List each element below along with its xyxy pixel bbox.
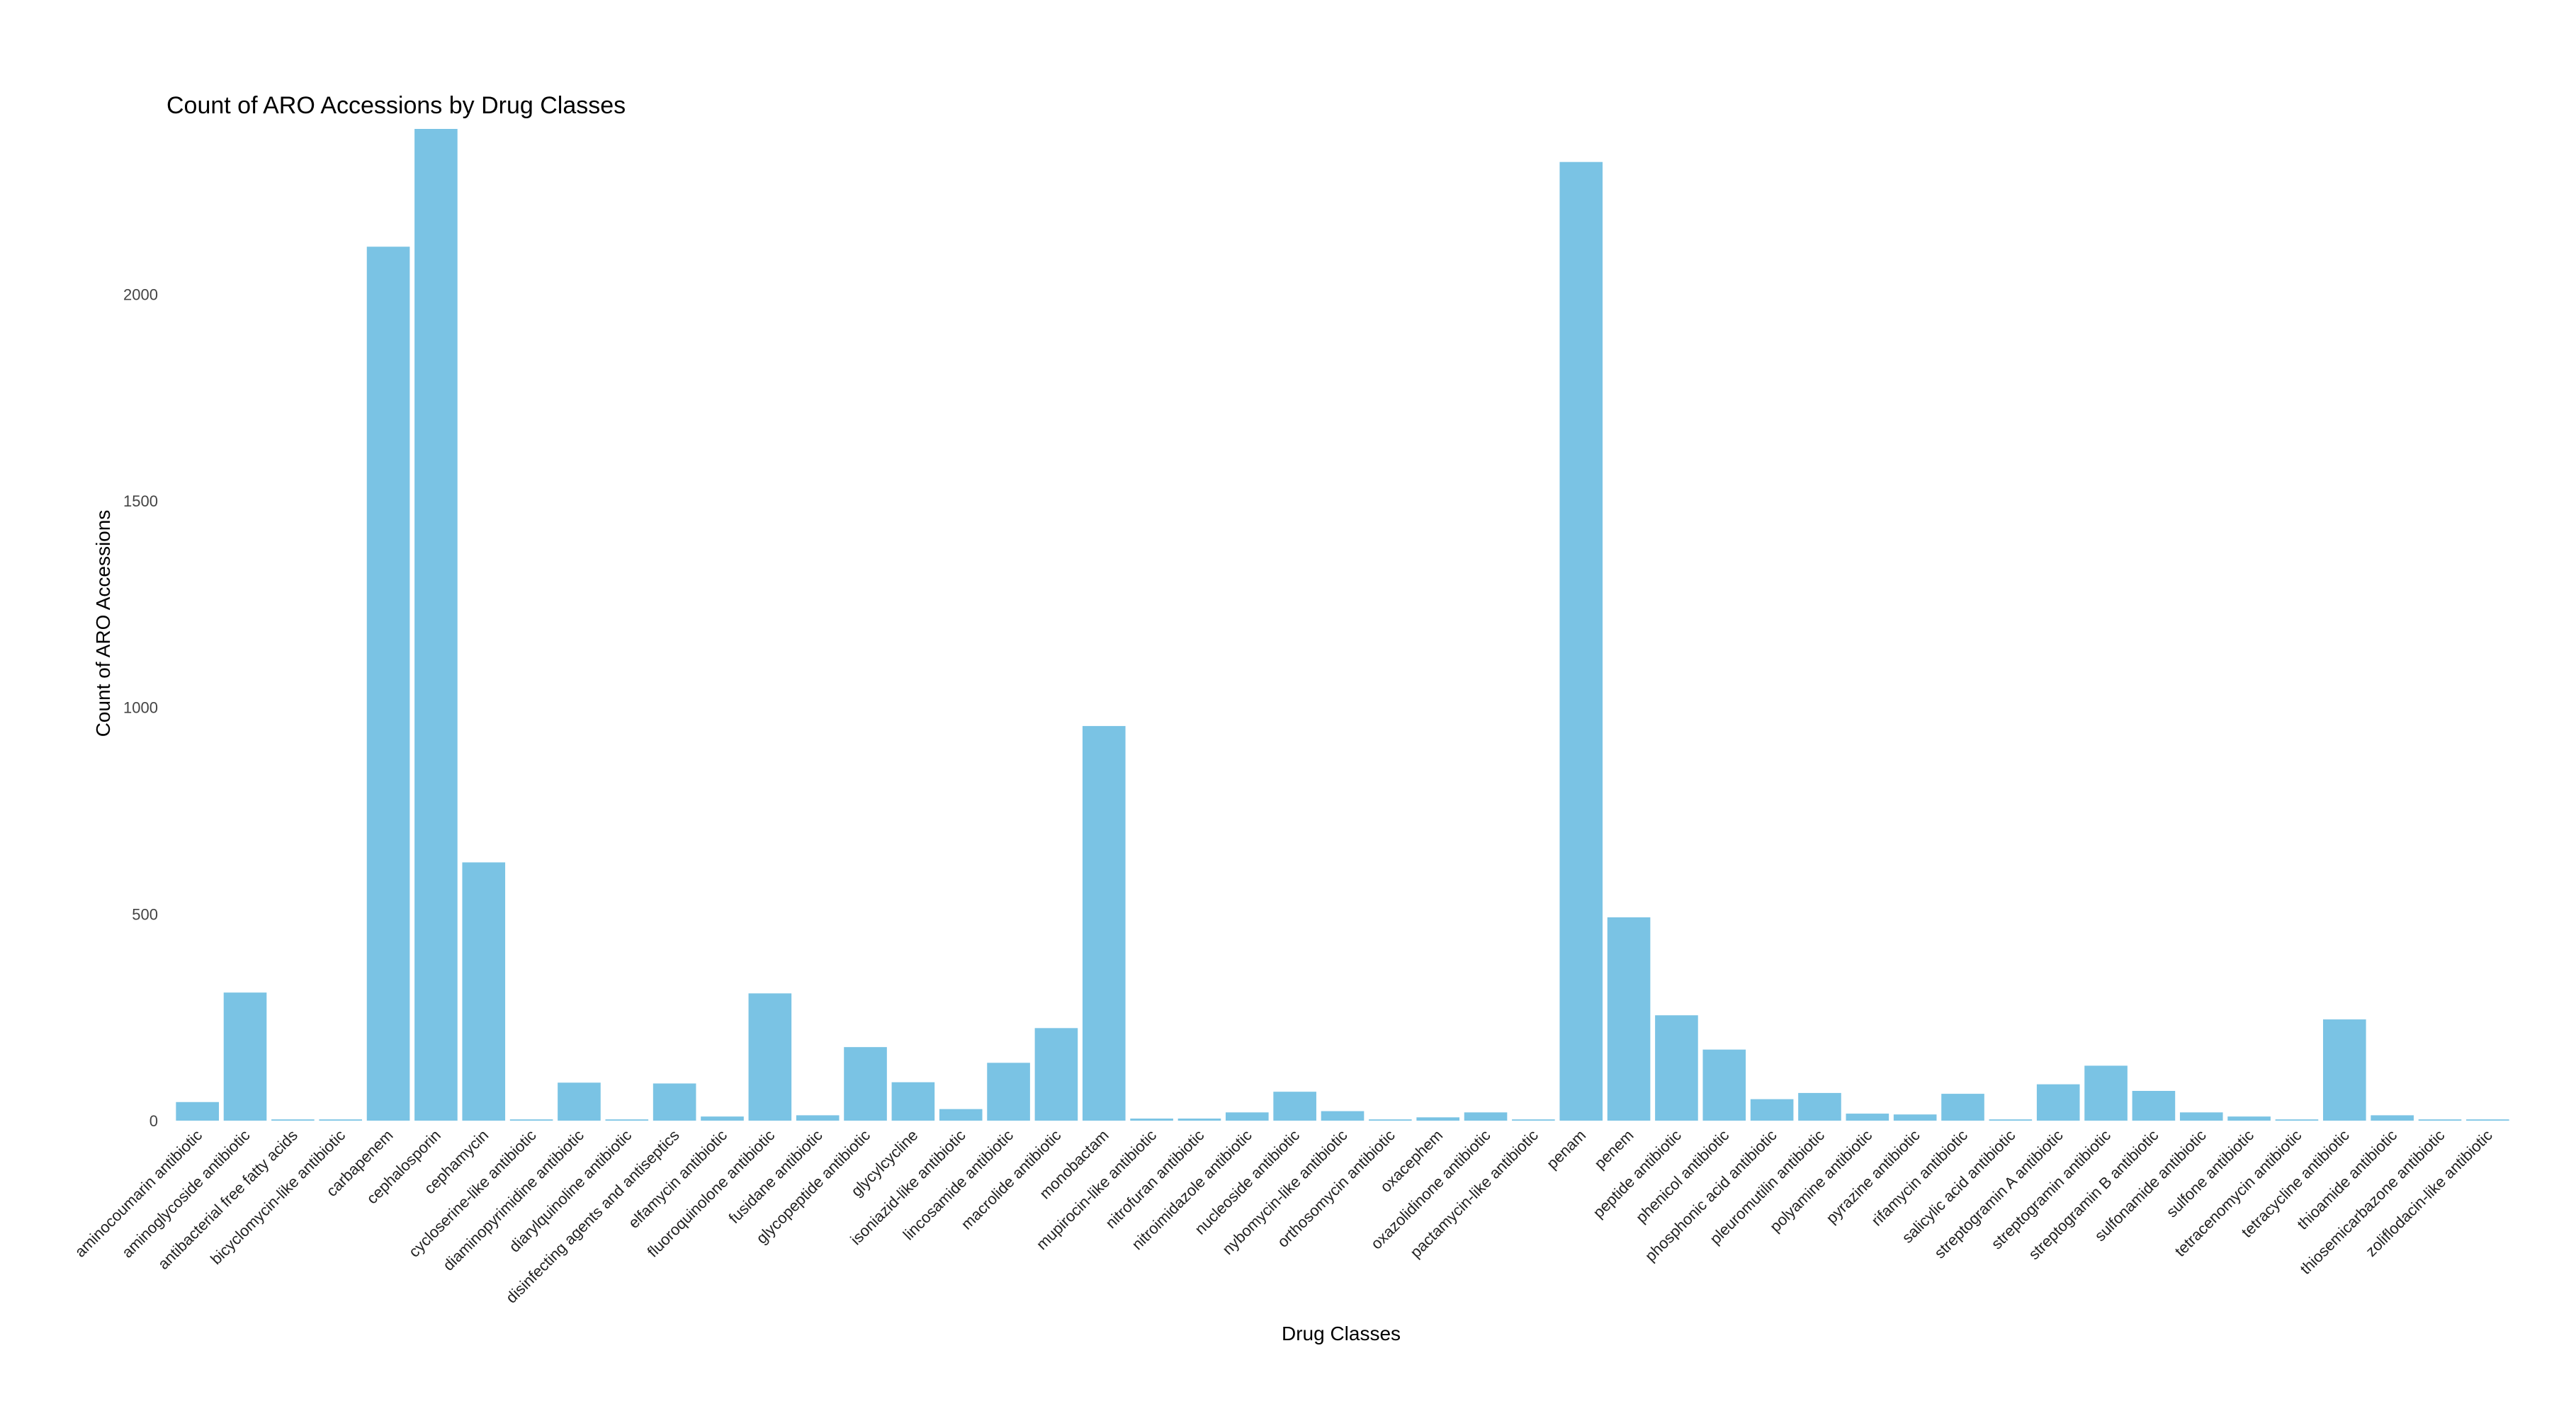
bar	[2275, 1119, 2319, 1121]
bar	[271, 1119, 315, 1121]
bar	[1226, 1112, 1269, 1121]
bar	[1607, 917, 1651, 1121]
bar	[1464, 1112, 1508, 1121]
x-tick-label: penem	[1591, 1126, 1637, 1172]
bar	[1321, 1111, 1365, 1121]
bar	[2418, 1119, 2462, 1121]
bar	[558, 1082, 601, 1121]
bar	[1798, 1092, 1841, 1121]
y-tick-label: 2000	[123, 285, 158, 303]
x-tick-label: sulfone antibiotic	[2163, 1126, 2258, 1221]
bar	[1893, 1114, 1937, 1121]
chart-title: Count of ARO Accessions by Drug Classes	[166, 92, 626, 119]
bar	[1130, 1119, 1173, 1121]
bar	[987, 1063, 1030, 1121]
bar	[1989, 1119, 2033, 1121]
bar	[1750, 1099, 1794, 1121]
bar	[2084, 1065, 2128, 1121]
y-axis-label: Count of ARO Accessions	[92, 510, 114, 737]
bar	[1655, 1015, 1698, 1121]
bar	[1369, 1119, 1412, 1121]
x-tick-label: peptide antibiotic	[1590, 1126, 1685, 1221]
bar	[462, 862, 506, 1121]
y-tick-label: 500	[132, 905, 158, 923]
y-axis-ticks: 0 500 1000 1500 2000	[123, 285, 158, 1130]
bar	[1273, 1092, 1316, 1121]
x-tick-label: penam	[1543, 1126, 1589, 1172]
bar	[414, 129, 458, 1121]
bar	[939, 1109, 983, 1121]
bar	[1512, 1119, 1555, 1121]
bar	[176, 1102, 219, 1121]
bar	[1082, 725, 1126, 1121]
bar	[1177, 1119, 1221, 1121]
bar	[2371, 1115, 2414, 1121]
y-tick-label: 0	[149, 1112, 158, 1130]
bar	[1846, 1114, 1889, 1121]
x-tick-label: disinfecting agents and antiseptics	[502, 1126, 683, 1307]
x-axis-label: Drug Classes	[1282, 1323, 1401, 1344]
bar	[748, 993, 792, 1121]
bar	[509, 1119, 553, 1121]
bar	[891, 1082, 935, 1121]
bar	[1416, 1117, 1459, 1121]
bar	[796, 1115, 840, 1121]
bars	[176, 129, 2509, 1121]
bar	[844, 1047, 887, 1121]
bar	[701, 1116, 744, 1121]
bar	[223, 992, 267, 1121]
bar	[605, 1119, 649, 1121]
bar	[2322, 1019, 2366, 1121]
bar	[366, 247, 410, 1121]
bar	[2132, 1091, 2176, 1121]
bar	[2036, 1084, 2080, 1121]
bar	[2227, 1116, 2271, 1121]
bar	[653, 1083, 696, 1121]
bar	[1941, 1094, 1984, 1121]
bar	[1559, 162, 1603, 1121]
bar	[1034, 1028, 1078, 1121]
bar	[319, 1119, 363, 1121]
bar	[2179, 1112, 2223, 1121]
y-tick-label: 1000	[123, 699, 158, 717]
y-tick-label: 1500	[123, 492, 158, 510]
bar	[2466, 1119, 2509, 1121]
bar	[1702, 1049, 1746, 1121]
